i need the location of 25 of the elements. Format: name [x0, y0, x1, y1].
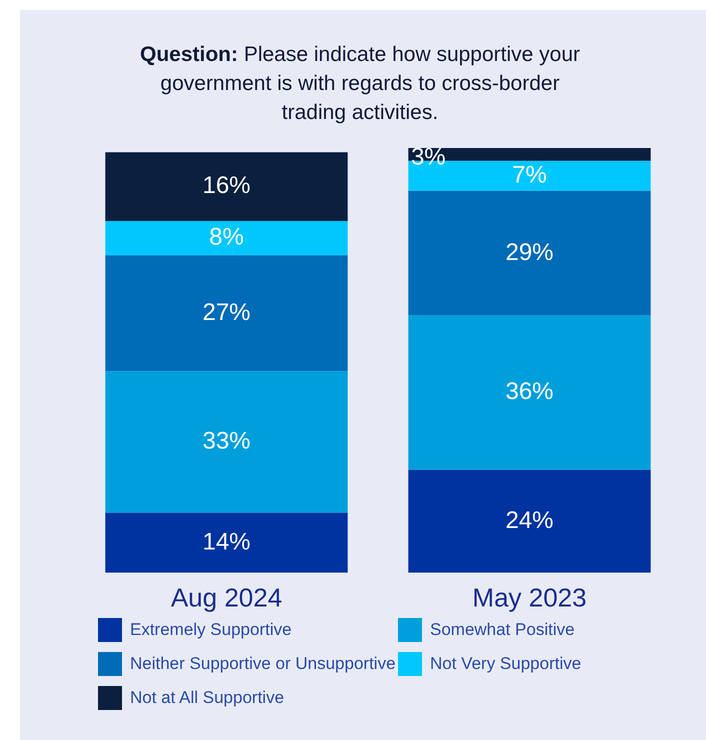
- legend-label: Somewhat Positive: [429, 619, 576, 641]
- bar: [105, 220, 348, 256]
- data-label: 14%: [202, 528, 251, 556]
- data-label: 7%: [512, 162, 547, 189]
- data-label: 33%: [202, 428, 251, 455]
- bar: [105, 371, 348, 513]
- data-label: 16%: [202, 172, 251, 200]
- x-tick-label: Aug 2024: [170, 582, 282, 613]
- data-label: 24%: [505, 506, 554, 534]
- legend-label: Neither Supportive or Unsupportive: [129, 653, 397, 675]
- data-label: 36%: [505, 378, 554, 406]
- legend-label: Not at All Supportive: [129, 687, 286, 709]
- legend-label: Not Very Supportive: [429, 653, 582, 675]
- legend-label: Extremely Supportive: [129, 619, 293, 641]
- data-label: 29%: [505, 238, 554, 266]
- bar: [408, 190, 651, 316]
- chart-title: Question: Please indicate how supportive your government is with regards to cross-border trading activities.: [138, 42, 582, 126]
- bar: [408, 315, 651, 470]
- x-tick-label: May 2023: [472, 582, 587, 613]
- bar: [105, 512, 348, 573]
- data-label: 8%: [209, 224, 244, 251]
- bar: [408, 470, 651, 573]
- bar: [105, 152, 348, 221]
- bar: [105, 255, 348, 372]
- data-label: 27%: [202, 298, 251, 326]
